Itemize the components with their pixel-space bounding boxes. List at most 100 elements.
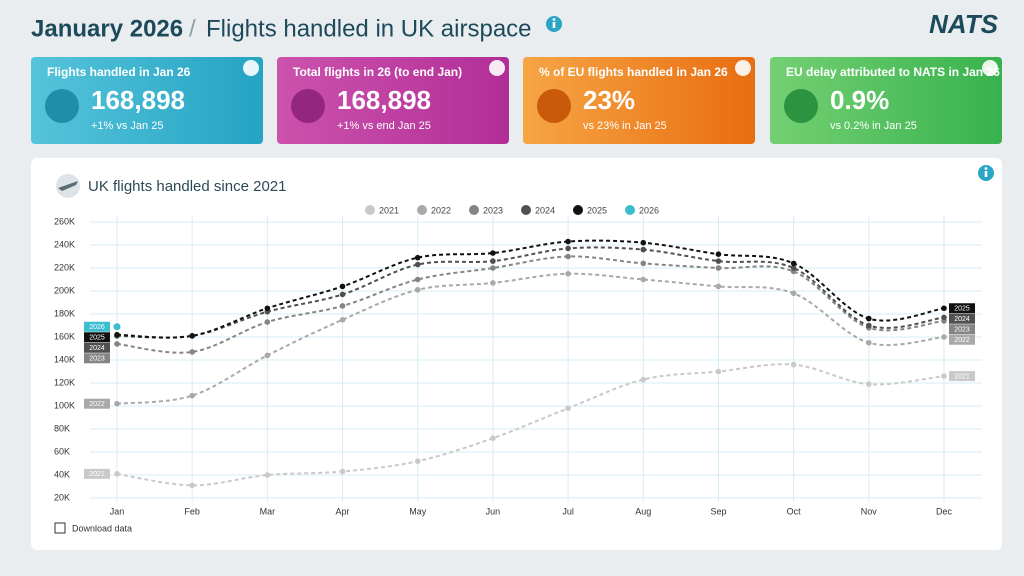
- end-label-box: [84, 353, 110, 364]
- data-point[interactable]: [640, 246, 647, 253]
- legend-label: 2026: [639, 205, 659, 215]
- y-tick-label: 20K: [54, 492, 70, 502]
- data-point[interactable]: [866, 381, 872, 387]
- y-tick-label: 80K: [54, 423, 70, 433]
- x-tick-label: May: [409, 506, 427, 516]
- info-icon[interactable]: [489, 60, 505, 76]
- legend-marker: [365, 205, 375, 215]
- data-point[interactable]: [490, 280, 496, 286]
- x-tick-label: Jan: [110, 506, 125, 516]
- data-point[interactable]: [114, 400, 120, 407]
- data-point[interactable]: [264, 319, 271, 325]
- data-point[interactable]: [565, 253, 571, 260]
- data-point[interactable]: [640, 239, 647, 246]
- end-label: 2023: [954, 327, 970, 334]
- data-point[interactable]: [414, 254, 421, 261]
- data-point[interactable]: [715, 265, 722, 271]
- kpi-card: [277, 57, 509, 144]
- data-point[interactable]: [414, 261, 421, 268]
- data-point[interactable]: [866, 315, 872, 322]
- data-point[interactable]: [490, 258, 496, 264]
- x-tick-label: Jul: [562, 506, 574, 516]
- data-point[interactable]: [790, 260, 797, 267]
- y-tick-label: 180K: [54, 308, 75, 318]
- kpi-icon: [537, 89, 571, 123]
- data-point[interactable]: [640, 260, 647, 267]
- kpi-cards: Flights handled in Jan 26 168,898 +1% vs J…: [31, 57, 1002, 144]
- data-point[interactable]: [189, 333, 195, 339]
- info-icon[interactable]: [546, 16, 562, 32]
- data-point[interactable]: [339, 291, 346, 298]
- legend-label: 2022: [431, 205, 451, 215]
- data-point[interactable]: [640, 376, 647, 383]
- y-tick-label: 100K: [54, 400, 75, 410]
- info-icon[interactable]: [978, 165, 994, 181]
- data-point[interactable]: [114, 471, 120, 477]
- series-line: [116, 272, 945, 405]
- data-point[interactable]: [866, 339, 872, 346]
- data-point[interactable]: [565, 405, 571, 412]
- kpi-card: [31, 57, 263, 144]
- info-icon[interactable]: [243, 60, 259, 76]
- legend-marker: [573, 205, 583, 215]
- data-point[interactable]: [114, 331, 120, 338]
- data-point[interactable]: [113, 323, 121, 331]
- header-title: Flights handled in UK airspace: [206, 15, 532, 42]
- data-point[interactable]: [339, 316, 346, 323]
- data-point[interactable]: [790, 290, 797, 297]
- data-point[interactable]: [715, 368, 722, 375]
- data-point[interactable]: [189, 349, 195, 355]
- data-point[interactable]: [339, 303, 346, 309]
- data-point[interactable]: [264, 472, 271, 478]
- data-point[interactable]: [866, 322, 872, 329]
- download-link[interactable]: Download data: [72, 523, 132, 533]
- end-label-box: [84, 332, 110, 343]
- legend-label: 2024: [535, 205, 555, 215]
- data-point[interactable]: [339, 283, 346, 290]
- data-point[interactable]: [715, 258, 722, 264]
- info-icon[interactable]: [982, 60, 998, 76]
- data-point[interactable]: [715, 251, 722, 257]
- end-label-box: [949, 313, 975, 324]
- data-point[interactable]: [414, 276, 421, 283]
- data-point[interactable]: [264, 352, 271, 359]
- x-tick-label: Mar: [260, 506, 276, 516]
- download-icon[interactable]: [54, 522, 66, 534]
- header-separator: /: [189, 15, 196, 42]
- kpi-title: Flights handled in Jan 26: [47, 65, 191, 79]
- data-point[interactable]: [114, 341, 120, 347]
- data-point[interactable]: [490, 250, 496, 256]
- data-point[interactable]: [941, 314, 947, 321]
- x-tick-label: Apr: [336, 506, 350, 516]
- data-point[interactable]: [640, 276, 647, 283]
- data-point[interactable]: [414, 287, 421, 293]
- data-point[interactable]: [790, 265, 797, 271]
- series-line: [116, 239, 945, 339]
- data-point[interactable]: [490, 265, 496, 271]
- kpi-change: vs 23% in Jan 25: [583, 120, 667, 132]
- end-label: 2025: [89, 335, 105, 342]
- data-point[interactable]: [715, 283, 722, 290]
- data-point[interactable]: [565, 245, 571, 252]
- data-point[interactable]: [339, 468, 346, 475]
- kpi-value: 168,898: [91, 85, 185, 115]
- data-point[interactable]: [189, 482, 195, 489]
- legend-marker: [469, 205, 479, 215]
- data-point[interactable]: [941, 373, 947, 379]
- data-point[interactable]: [490, 435, 496, 442]
- data-point[interactable]: [941, 305, 947, 312]
- data-point[interactable]: [414, 458, 421, 465]
- data-point[interactable]: [790, 361, 797, 368]
- data-point[interactable]: [565, 270, 571, 277]
- kpi-title: % of EU flights handled in Jan 26: [539, 65, 728, 79]
- data-point[interactable]: [565, 238, 571, 245]
- data-point[interactable]: [189, 392, 195, 399]
- data-point[interactable]: [264, 305, 271, 312]
- data-point[interactable]: [941, 334, 947, 340]
- end-label: 2025: [954, 306, 970, 313]
- end-label-box: [84, 468, 110, 479]
- legend-label: 2023: [483, 205, 503, 215]
- end-label-box: [949, 371, 975, 382]
- y-tick-label: 220K: [54, 262, 75, 272]
- info-icon[interactable]: [735, 60, 751, 76]
